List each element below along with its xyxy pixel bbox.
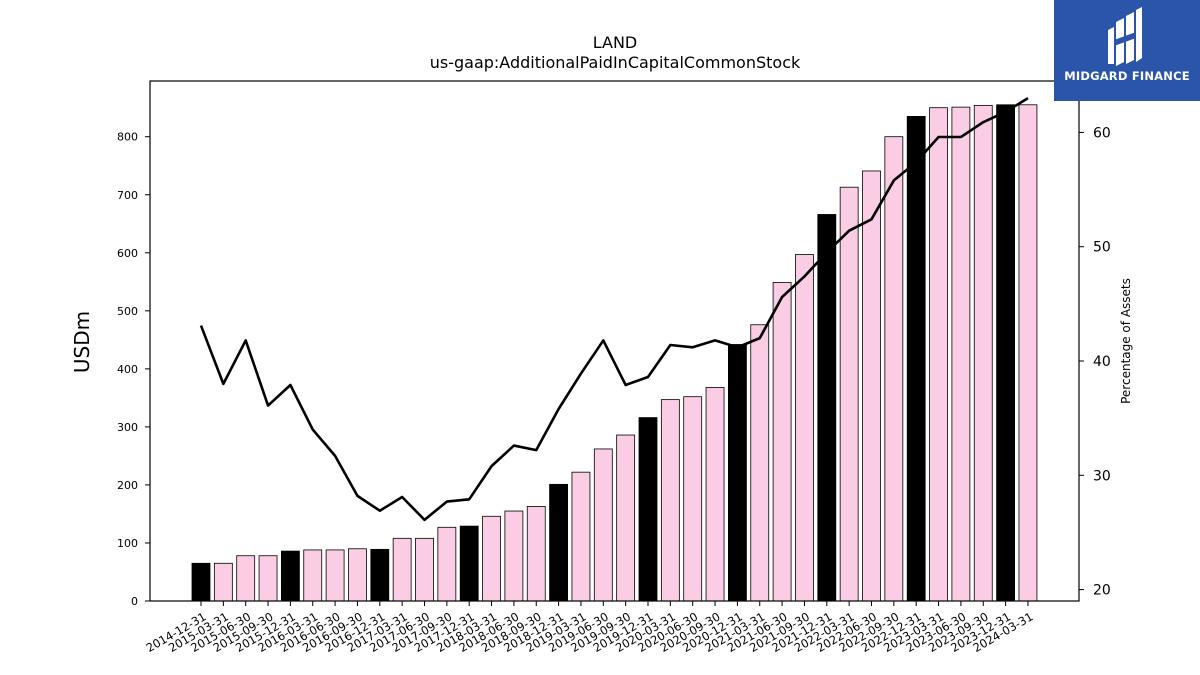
- bar-2020-09-30: [705, 387, 725, 602]
- bar-2017-03-31: [392, 537, 412, 602]
- percentage-series-line: [199, 97, 1029, 522]
- bar-2018-12-31: [549, 483, 568, 602]
- bar-2022-06-30: [862, 170, 881, 602]
- y2-tick-label: 30: [1093, 468, 1111, 484]
- bar-2021-09-30: [795, 254, 814, 602]
- x-axis-ticks: 2014-12-312015-03-312015-06-302015-09-30…: [144, 601, 1035, 655]
- bar-2016-12-31: [370, 548, 390, 602]
- y2-tick-label: 50: [1093, 240, 1111, 256]
- bar-2015-03-31: [213, 562, 233, 602]
- bar-2023-09-30: [973, 104, 993, 602]
- bars: [191, 104, 1038, 602]
- y2-tick-label: 40: [1093, 354, 1111, 370]
- y-tick-label: 500: [117, 305, 138, 318]
- y-tick-label: 200: [117, 479, 138, 492]
- y2-axis-label: Percentage of Assets: [1119, 278, 1133, 404]
- bar-2016-03-31: [303, 549, 323, 602]
- bar-2018-03-31: [482, 515, 501, 602]
- y-tick-label: 400: [117, 363, 138, 376]
- bar-2019-06-30: [593, 448, 613, 602]
- bar-2017-12-31: [459, 525, 479, 602]
- bar-2016-09-30: [348, 548, 367, 602]
- chart-subtitle: us-gaap:AdditionalPaidInCapitalCommonSto…: [429, 53, 801, 72]
- bar-2020-12-31: [728, 344, 747, 602]
- bar-2019-09-30: [616, 434, 636, 602]
- midgard-finance-logo: MIDGARD FINANCE: [1054, 0, 1200, 101]
- bar-2017-06-30: [415, 537, 434, 602]
- bar-2018-09-30: [526, 505, 546, 602]
- bar-2021-03-31: [750, 324, 770, 602]
- bar-2023-06-30: [951, 106, 971, 602]
- bar-2023-03-31: [929, 107, 948, 602]
- left-axis-ticks: 0 100 200 300 400 500 600 700 800: [117, 131, 150, 608]
- midgard-logo-icon: [1108, 7, 1142, 66]
- bar-2022-09-30: [884, 136, 904, 602]
- bar-2018-06-30: [504, 510, 524, 602]
- y-tick-label: 800: [117, 131, 138, 144]
- bar-2015-12-31: [280, 550, 300, 602]
- bar-2016-06-30: [325, 549, 345, 602]
- y2-tick-label: 60: [1093, 125, 1111, 141]
- bar-2022-12-31: [906, 116, 926, 602]
- bar-2021-12-31: [817, 214, 837, 602]
- y2-tick-label: 20: [1093, 583, 1111, 599]
- y-tick-label: 100: [117, 537, 138, 550]
- y-tick-label: 600: [117, 247, 138, 260]
- bar-2023-12-31: [996, 104, 1015, 602]
- bar-2014-12-31: [191, 562, 211, 602]
- bar-2017-09-30: [437, 526, 457, 602]
- bar-2020-03-31: [660, 399, 680, 602]
- plot-frame: [149, 80, 1080, 602]
- percentage-line: [199, 97, 1029, 522]
- bar-2022-03-31: [839, 186, 859, 602]
- bar-2024-03-31: [1018, 104, 1038, 602]
- y-tick-label: 700: [117, 189, 138, 202]
- chart-title: LAND: [592, 33, 638, 52]
- y-tick-label: 0: [131, 595, 138, 608]
- bar-2015-09-30: [258, 555, 278, 602]
- bar-2021-06-30: [772, 281, 792, 602]
- logo-text: MIDGARD FINANCE: [1064, 69, 1190, 83]
- bar-2015-06-30: [236, 555, 256, 602]
- y-tick-label: 300: [117, 421, 138, 434]
- y-axis-label: USDm: [70, 310, 94, 374]
- right-axis-ticks: 20 30 40 50 60: [1079, 125, 1111, 599]
- bar-2019-12-31: [638, 417, 658, 602]
- bar-2020-06-30: [683, 396, 703, 602]
- bar-2019-03-31: [571, 471, 591, 602]
